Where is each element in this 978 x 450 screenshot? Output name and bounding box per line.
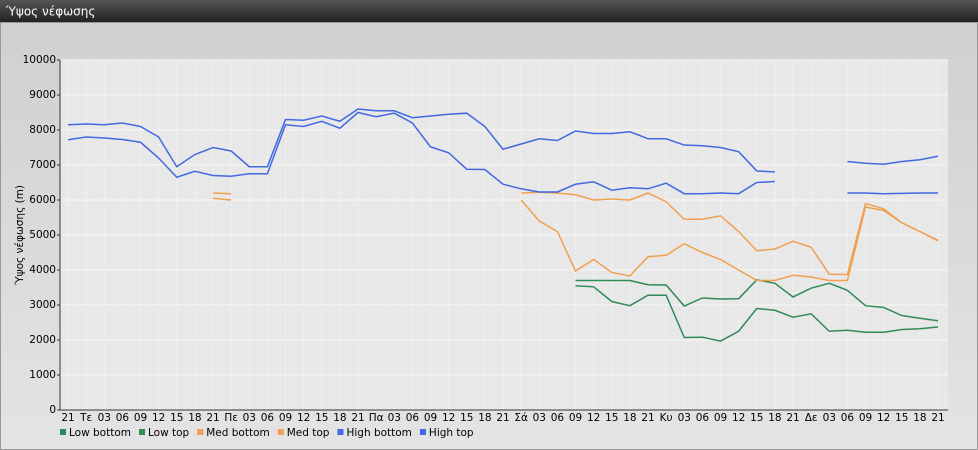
x-tick-label: 15 bbox=[895, 412, 908, 424]
x-tick-label: 09 bbox=[134, 412, 147, 424]
x-tick-label: 06 bbox=[696, 412, 710, 424]
y-tick-label: 6000 bbox=[29, 194, 56, 206]
x-tick-label: 21 bbox=[931, 412, 944, 424]
legend-label: Low top bbox=[148, 427, 190, 439]
x-tick-label: Δε bbox=[805, 412, 818, 424]
x-tick-label: 15 bbox=[605, 412, 618, 424]
x-tick-label: 18 bbox=[333, 412, 346, 424]
x-tick-label: Πε bbox=[224, 412, 238, 424]
x-tick-label: 15 bbox=[170, 412, 183, 424]
y-tick-label: 10000 bbox=[23, 54, 56, 66]
x-tick-label: 12 bbox=[587, 412, 600, 424]
y-tick-label: 8000 bbox=[29, 124, 56, 136]
x-tick-label: 06 bbox=[551, 412, 565, 424]
x-tick-label: 03 bbox=[243, 412, 256, 424]
x-tick-label: 09 bbox=[424, 412, 437, 424]
y-tick-label: 3000 bbox=[29, 299, 56, 311]
x-tick-label: Τε bbox=[79, 412, 92, 424]
x-tick-label: 09 bbox=[569, 412, 582, 424]
x-tick-label: 21 bbox=[351, 412, 364, 424]
x-tick-label: 06 bbox=[261, 412, 275, 424]
legend-label: Med bottom bbox=[206, 427, 270, 439]
series-line bbox=[212, 197, 939, 282]
x-tick-label: 12 bbox=[152, 412, 165, 424]
x-tick-label: 21 bbox=[206, 412, 219, 424]
legend-label: High bottom bbox=[346, 427, 411, 439]
y-tick-label: 1000 bbox=[29, 369, 56, 381]
x-tick-label: Κυ bbox=[660, 412, 673, 424]
legend-swatch bbox=[197, 429, 204, 435]
window-title: Ύψος νέφωσης bbox=[5, 5, 95, 19]
x-tick-label: 03 bbox=[98, 412, 111, 424]
x-tick-label: 12 bbox=[877, 412, 890, 424]
series-line bbox=[212, 191, 939, 276]
title-bar bbox=[0, 0, 978, 22]
x-tick-label: 21 bbox=[641, 412, 654, 424]
legend-label: High top bbox=[429, 427, 474, 439]
x-tick-label: 06 bbox=[406, 412, 420, 424]
y-tick-label: 2000 bbox=[29, 334, 56, 346]
x-tick-label: 03 bbox=[823, 412, 836, 424]
x-tick-label: 18 bbox=[623, 412, 636, 424]
x-tick-label: Σά bbox=[514, 412, 528, 424]
x-tick-label: 03 bbox=[388, 412, 401, 424]
x-tick-label: 18 bbox=[188, 412, 201, 424]
series-line bbox=[67, 111, 938, 195]
y-tick-label: 7000 bbox=[29, 159, 56, 171]
x-tick-label: 21 bbox=[496, 412, 509, 424]
x-tick-label: 21 bbox=[61, 412, 74, 424]
legend-label: Med top bbox=[287, 427, 330, 439]
x-tick-label: 09 bbox=[859, 412, 872, 424]
x-tick-label: 15 bbox=[750, 412, 763, 424]
x-tick-label: 18 bbox=[478, 412, 491, 424]
x-tick-label: 03 bbox=[533, 412, 546, 424]
x-tick-label: 03 bbox=[678, 412, 691, 424]
x-tick-label: 18 bbox=[768, 412, 781, 424]
x-tick-label: 09 bbox=[714, 412, 727, 424]
series-line bbox=[67, 108, 939, 173]
x-tick-label: 06 bbox=[116, 412, 130, 424]
series-line bbox=[575, 285, 939, 342]
x-tick-label: 18 bbox=[913, 412, 926, 424]
legend-swatch bbox=[419, 429, 426, 435]
x-tick-label: 12 bbox=[732, 412, 745, 424]
x-tick-label: 06 bbox=[841, 412, 855, 424]
x-tick-label: 12 bbox=[297, 412, 310, 424]
x-tick-label: 15 bbox=[315, 412, 328, 424]
legend-swatch bbox=[277, 429, 284, 435]
x-tick-label: 09 bbox=[279, 412, 292, 424]
y-axis-label: Ύψος νέφωσης (m) bbox=[14, 185, 26, 286]
y-tick-label: 0 bbox=[49, 404, 56, 416]
legend-swatch bbox=[60, 429, 66, 435]
legend-swatch bbox=[139, 429, 145, 435]
legend-label: Low bottom bbox=[69, 427, 131, 439]
y-tick-label: 4000 bbox=[29, 264, 56, 276]
y-tick-label: 9000 bbox=[29, 89, 56, 101]
x-tick-label: 15 bbox=[460, 412, 473, 424]
x-tick-label: 21 bbox=[786, 412, 799, 424]
legend-swatch bbox=[337, 429, 344, 435]
x-tick-label: 12 bbox=[442, 412, 455, 424]
y-tick-label: 5000 bbox=[29, 229, 56, 241]
x-tick-label: Πα bbox=[369, 412, 384, 424]
